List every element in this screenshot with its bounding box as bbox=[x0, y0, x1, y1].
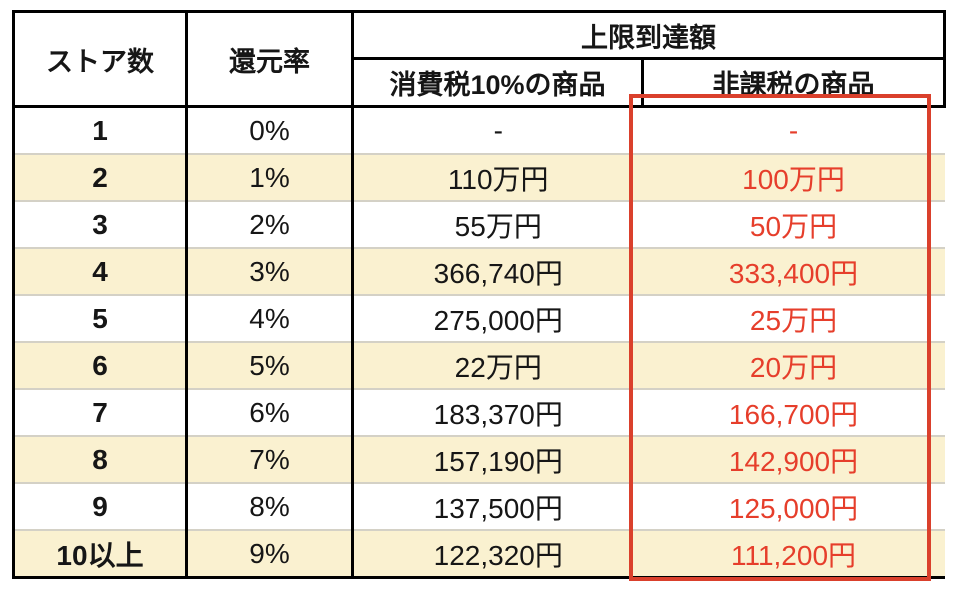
taxable-limit-cell: 137,500円 bbox=[352, 482, 643, 530]
store-count-cell: 2 bbox=[12, 153, 188, 201]
table-body: 1 0% - - 2 1% 110万円 100万円 3 2% 55万円 50万円… bbox=[12, 105, 945, 579]
taxable-limit-cell: 110万円 bbox=[352, 153, 643, 201]
rate-cell: 3% bbox=[186, 247, 354, 295]
store-count-cell: 6 bbox=[12, 341, 188, 389]
taxable-limit-cell: - bbox=[352, 105, 643, 154]
exempt-limit-cell: 100万円 bbox=[642, 153, 945, 201]
taxable-limit-cell: 122,320円 bbox=[352, 529, 643, 579]
taxable-limit-cell: 157,190円 bbox=[352, 435, 643, 483]
exempt-limit-cell: 25万円 bbox=[642, 294, 945, 342]
taxable-limit-cell: 183,370円 bbox=[352, 388, 643, 436]
rate-cell: 1% bbox=[186, 153, 354, 201]
exempt-limit-cell: 111,200円 bbox=[642, 529, 945, 579]
exempt-limit-cell: 50万円 bbox=[642, 200, 945, 248]
taxable-limit-cell: 22万円 bbox=[352, 341, 643, 389]
rate-cell: 9% bbox=[186, 529, 354, 579]
rate-cell: 2% bbox=[186, 200, 354, 248]
exempt-limit-cell: 20万円 bbox=[642, 341, 945, 389]
header-limit-group: 上限到達額 bbox=[351, 10, 946, 60]
taxable-limit-cell: 366,740円 bbox=[352, 247, 643, 295]
table-row: 3 2% 55万円 50万円 bbox=[12, 200, 945, 248]
exempt-limit-cell: 333,400円 bbox=[642, 247, 945, 295]
store-rate-limit-table: ストア数 還元率 上限到達額 消費税10%の商品 非課税の商品 1 0% - -… bbox=[12, 10, 946, 579]
store-count-cell: 7 bbox=[12, 388, 188, 436]
table-row: 8 7% 157,190円 142,900円 bbox=[12, 435, 945, 483]
table-row: 4 3% 366,740円 333,400円 bbox=[12, 247, 945, 295]
store-count-cell: 1 bbox=[12, 105, 188, 154]
rate-cell: 8% bbox=[186, 482, 354, 530]
table-row: 5 4% 275,000円 25万円 bbox=[12, 294, 945, 342]
header-store-count: ストア数 bbox=[12, 10, 188, 108]
store-count-cell: 9 bbox=[12, 482, 188, 530]
rate-cell: 7% bbox=[186, 435, 354, 483]
taxable-limit-cell: 275,000円 bbox=[352, 294, 643, 342]
table-row: 2 1% 110万円 100万円 bbox=[12, 153, 945, 201]
table-row: 9 8% 137,500円 125,000円 bbox=[12, 482, 945, 530]
rate-cell: 6% bbox=[186, 388, 354, 436]
exempt-limit-cell: 125,000円 bbox=[642, 482, 945, 530]
rate-cell: 4% bbox=[186, 294, 354, 342]
exempt-limit-cell: 166,700円 bbox=[642, 388, 945, 436]
exempt-limit-cell: 142,900円 bbox=[642, 435, 945, 483]
header-rate: 還元率 bbox=[185, 10, 354, 108]
store-count-cell: 5 bbox=[12, 294, 188, 342]
header-taxable-products: 消費税10%の商品 bbox=[351, 57, 644, 108]
table-row: 6 5% 22万円 20万円 bbox=[12, 341, 945, 389]
store-count-cell: 3 bbox=[12, 200, 188, 248]
rate-cell: 0% bbox=[186, 105, 354, 154]
header-exempt-products: 非課税の商品 bbox=[641, 57, 946, 108]
store-count-cell: 10以上 bbox=[12, 529, 188, 579]
exempt-limit-cell: - bbox=[642, 105, 945, 154]
table-row: 1 0% - - bbox=[12, 105, 945, 154]
table-row: 10以上 9% 122,320円 111,200円 bbox=[12, 529, 945, 579]
taxable-limit-cell: 55万円 bbox=[352, 200, 643, 248]
store-count-cell: 8 bbox=[12, 435, 188, 483]
rate-cell: 5% bbox=[186, 341, 354, 389]
store-count-cell: 4 bbox=[12, 247, 188, 295]
table-row: 7 6% 183,370円 166,700円 bbox=[12, 388, 945, 436]
